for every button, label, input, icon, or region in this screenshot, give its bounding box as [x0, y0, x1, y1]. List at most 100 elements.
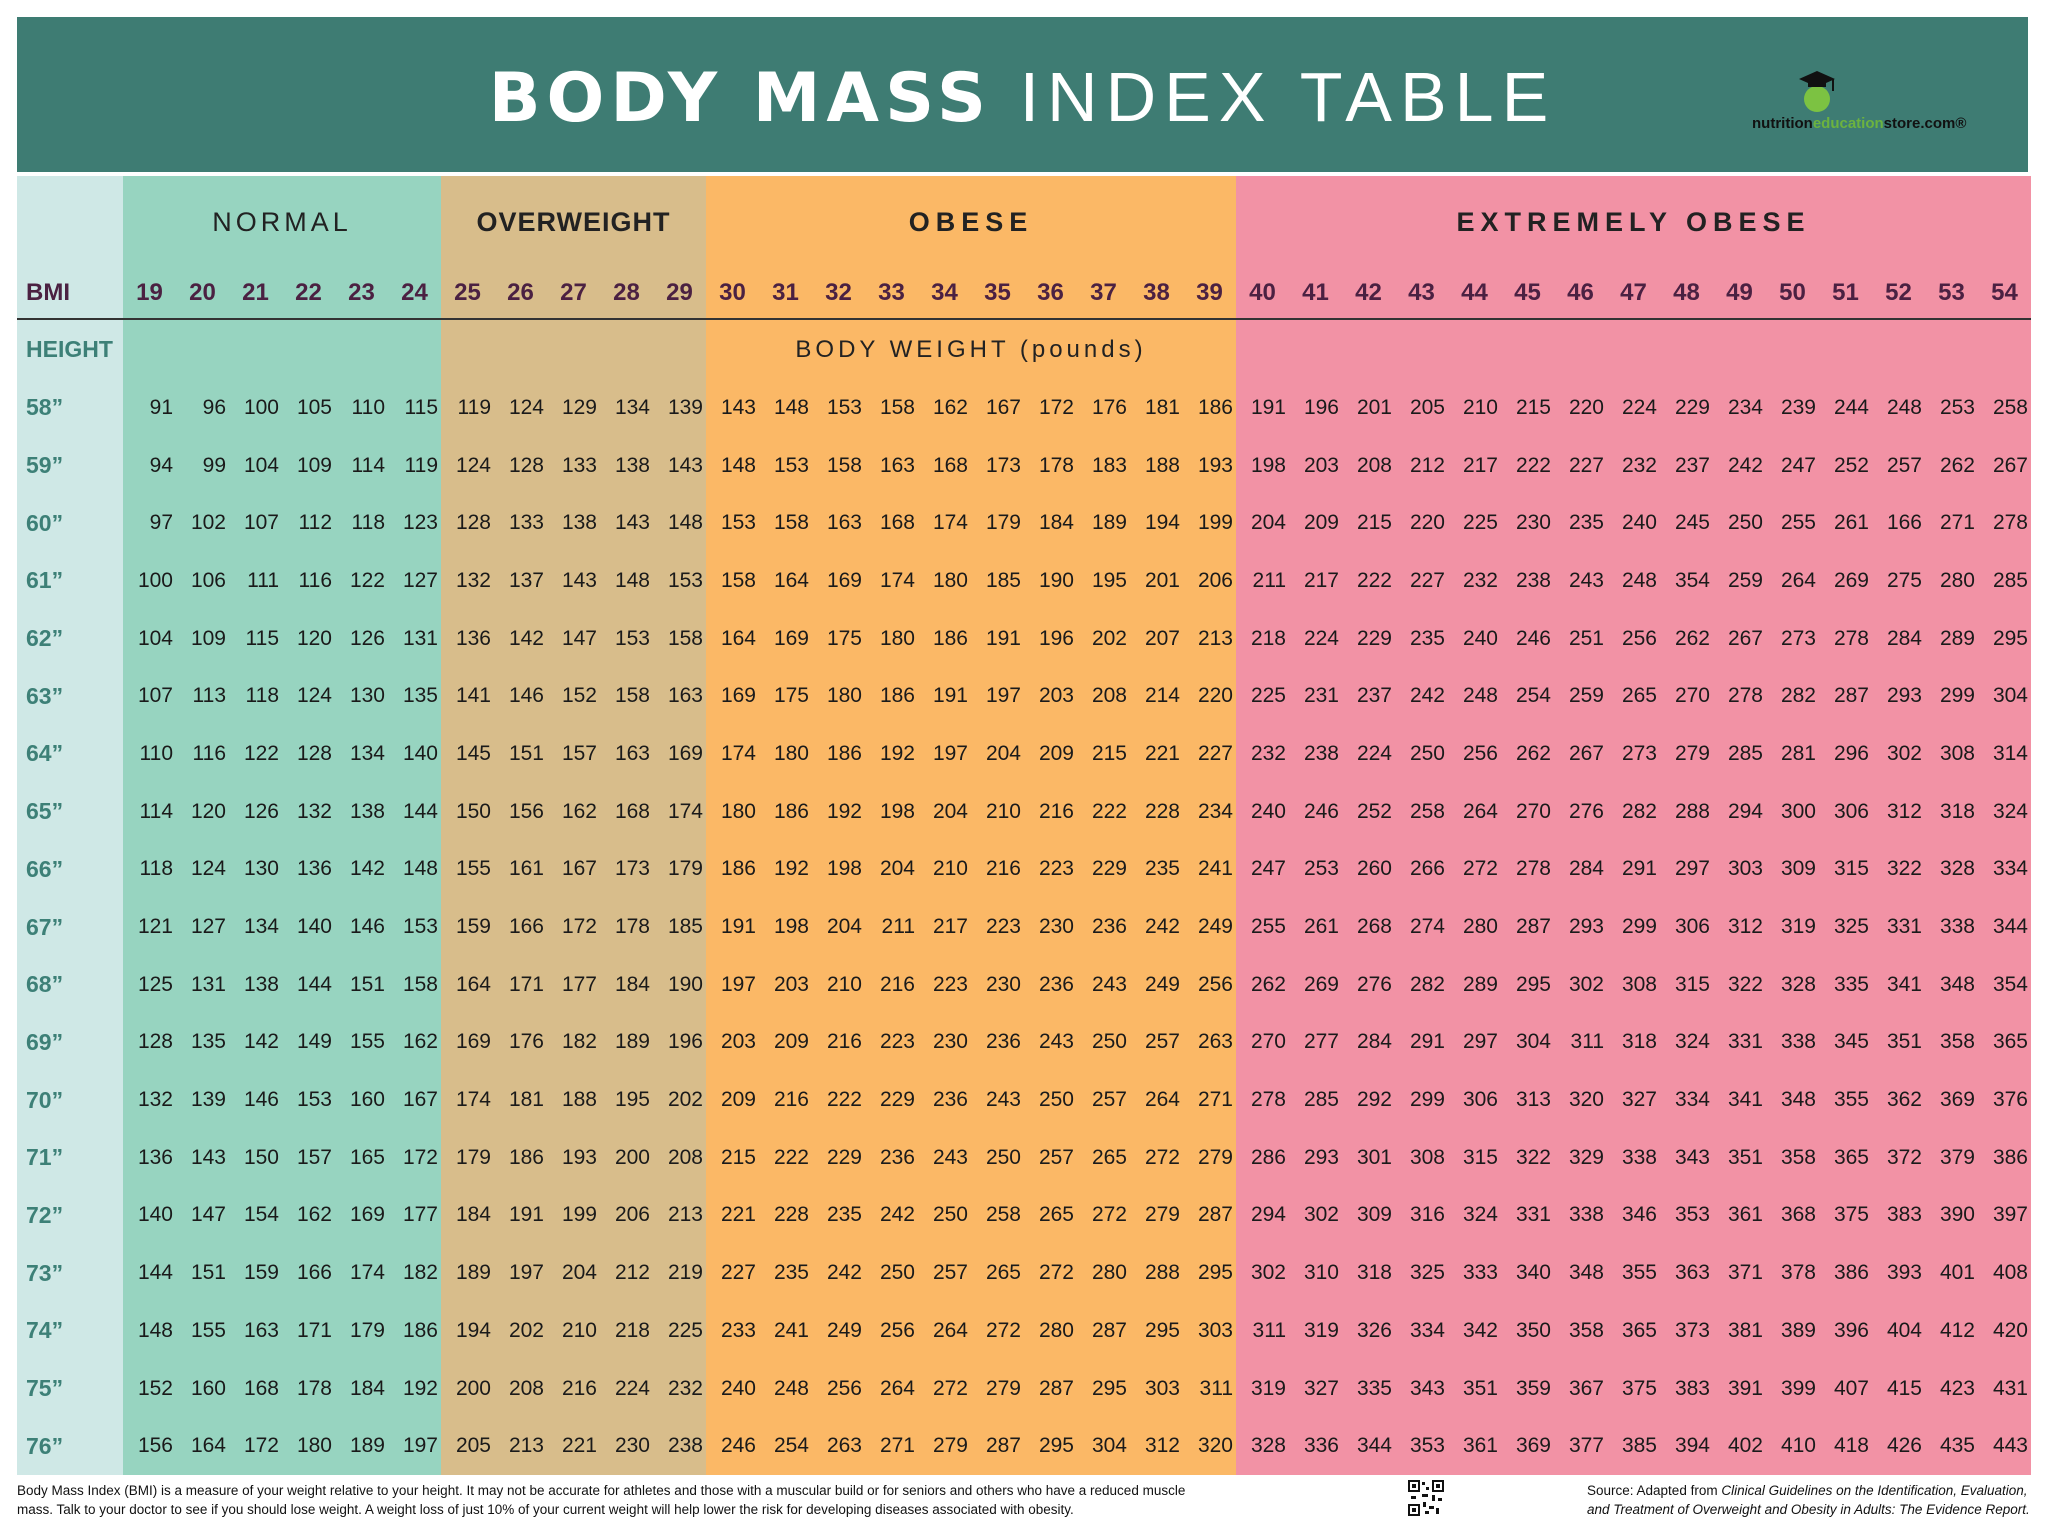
weight: 189 — [600, 1013, 653, 1072]
weight: 257 — [918, 1244, 971, 1302]
weight: 243 — [1554, 552, 1607, 610]
weight: 265 — [971, 1244, 1024, 1302]
weight: 383 — [1660, 1359, 1713, 1418]
weight: 362 — [1872, 1071, 1925, 1129]
weight: 99 — [176, 436, 229, 495]
weight: 259 — [1713, 552, 1766, 610]
weight: 204 — [918, 782, 971, 841]
weight: 213 — [653, 1186, 706, 1245]
weight: 133 — [494, 494, 547, 553]
weight: 224 — [1342, 725, 1395, 783]
weight: 258 — [971, 1186, 1024, 1245]
weight: 133 — [547, 436, 600, 495]
weight: 328 — [1236, 1417, 1289, 1476]
weight: 174 — [918, 494, 971, 553]
weight: 173 — [600, 840, 653, 899]
weight: 269 — [1289, 955, 1342, 1014]
weight: 180 — [706, 782, 759, 841]
weight: 219 — [653, 1244, 706, 1302]
weight: 242 — [1713, 436, 1766, 495]
height: 65” — [17, 782, 123, 841]
weight: 216 — [759, 1071, 812, 1129]
weight: 304 — [1077, 1417, 1130, 1476]
bmi-value: 48 — [1660, 268, 1713, 320]
weight: 301 — [1342, 1128, 1395, 1187]
weight: 114 — [335, 436, 388, 495]
weight: 236 — [865, 1128, 918, 1187]
weight: 118 — [229, 667, 282, 726]
weight: 135 — [388, 667, 441, 726]
weight: 177 — [388, 1186, 441, 1245]
weight: 247 — [1766, 436, 1819, 495]
weight: 306 — [1819, 782, 1872, 841]
weight: 208 — [1077, 667, 1130, 726]
height: 74” — [17, 1302, 123, 1360]
weight: 163 — [653, 667, 706, 726]
weight: 238 — [653, 1417, 706, 1476]
weight: 144 — [282, 955, 335, 1014]
height: 68” — [17, 955, 123, 1014]
weight: 418 — [1819, 1417, 1872, 1476]
weight: 220 — [1554, 379, 1607, 437]
weight: 259 — [1554, 667, 1607, 726]
weight: 128 — [441, 494, 494, 553]
weight: 306 — [1448, 1071, 1501, 1129]
weight-label: BODY WEIGHT (pounds) — [795, 335, 1147, 363]
weight: 316 — [1395, 1186, 1448, 1245]
weight: 198 — [759, 898, 812, 956]
weight: 371 — [1713, 1244, 1766, 1302]
weight: 365 — [1978, 1013, 2031, 1072]
weight: 146 — [335, 898, 388, 956]
weight: 342 — [1448, 1302, 1501, 1360]
bmi-value: 32 — [812, 268, 865, 320]
weight: 287 — [1819, 667, 1872, 726]
weight: 335 — [1819, 955, 1872, 1014]
weight: 331 — [1872, 898, 1925, 956]
weight: 234 — [1713, 379, 1766, 437]
weight: 221 — [1130, 725, 1183, 783]
weight: 114 — [123, 782, 176, 841]
weight: 127 — [176, 898, 229, 956]
weight: 185 — [971, 552, 1024, 610]
weight: 193 — [1183, 436, 1236, 495]
title: BODY MASS INDEX TABLE — [17, 57, 2028, 138]
weight: 164 — [176, 1417, 229, 1476]
weight: 287 — [1077, 1302, 1130, 1360]
weight: 167 — [971, 379, 1024, 437]
height: 61” — [17, 552, 123, 610]
bmi-value: 53 — [1925, 268, 1978, 320]
weight: 148 — [653, 494, 706, 553]
weight: 397 — [1978, 1186, 2031, 1245]
weight: 289 — [1925, 609, 1978, 668]
weight: 203 — [1289, 436, 1342, 495]
weight: 227 — [706, 1244, 759, 1302]
weight: 202 — [653, 1071, 706, 1129]
weight: 394 — [1660, 1417, 1713, 1476]
weight: 110 — [123, 725, 176, 783]
weight: 267 — [1713, 609, 1766, 668]
weight: 160 — [176, 1359, 229, 1418]
weight: 369 — [1925, 1071, 1978, 1129]
weight: 218 — [1236, 609, 1289, 668]
weight: 153 — [388, 898, 441, 956]
weight: 268 — [1342, 898, 1395, 956]
height: 75” — [17, 1359, 123, 1418]
weight: 276 — [1554, 782, 1607, 841]
weight: 186 — [388, 1302, 441, 1360]
height: 58” — [17, 379, 123, 437]
weight: 348 — [1554, 1244, 1607, 1302]
weight: 383 — [1872, 1186, 1925, 1245]
weight: 348 — [1925, 955, 1978, 1014]
weight: 171 — [282, 1302, 335, 1360]
weight: 91 — [123, 379, 176, 437]
weight: 241 — [759, 1302, 812, 1360]
weight: 136 — [123, 1128, 176, 1187]
weight: 320 — [1183, 1417, 1236, 1476]
weight: 367 — [1554, 1359, 1607, 1418]
weight: 189 — [335, 1417, 388, 1476]
weight: 130 — [229, 840, 282, 899]
bmi-value: 42 — [1342, 268, 1395, 320]
weight: 272 — [1077, 1186, 1130, 1245]
weight: 322 — [1872, 840, 1925, 899]
weight: 296 — [1819, 725, 1872, 783]
